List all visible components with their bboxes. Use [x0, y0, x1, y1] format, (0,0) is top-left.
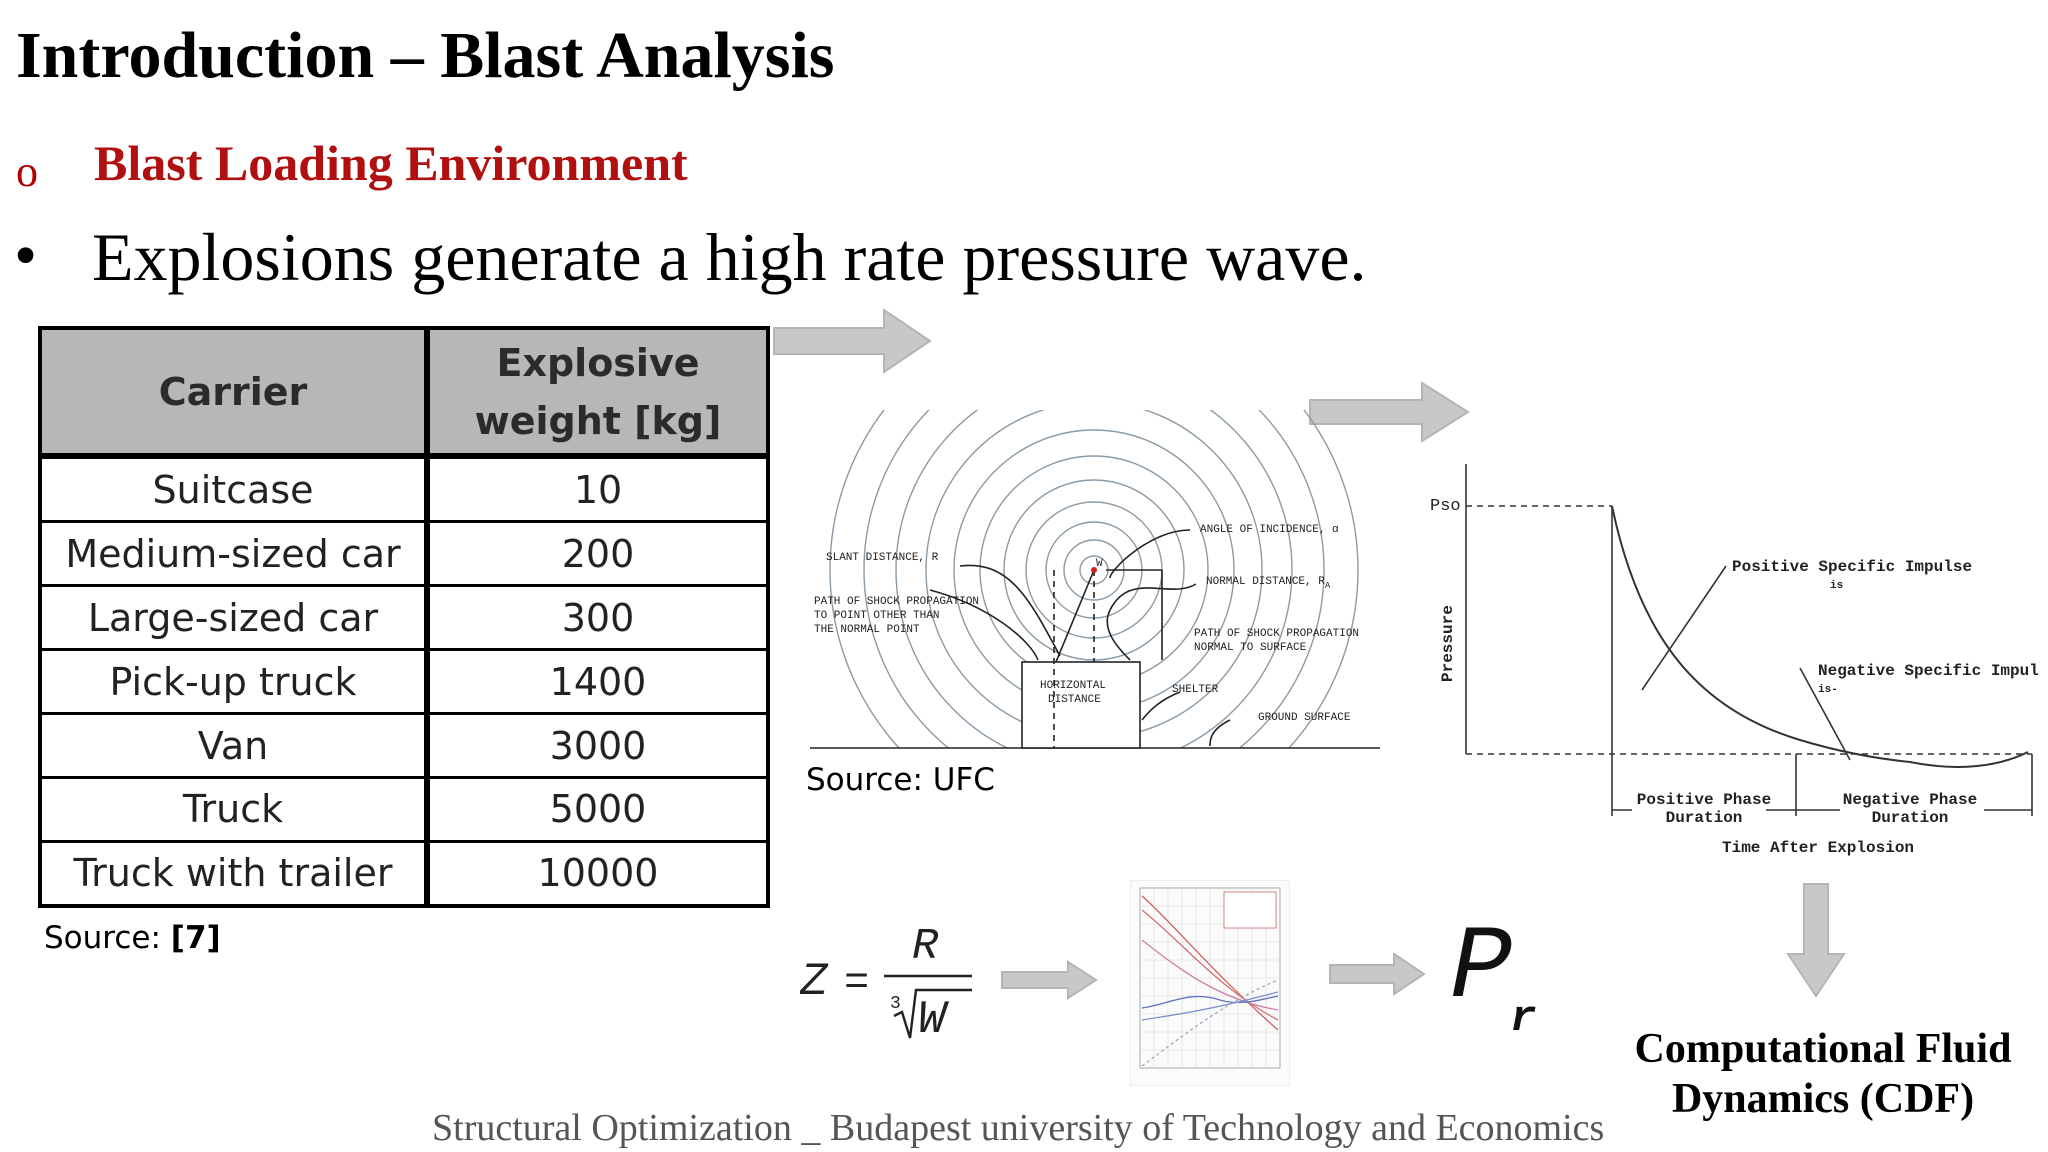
carrier-cell: Large-sized car [38, 584, 430, 652]
pressure-symbol-sub: r [1510, 994, 1536, 1040]
weight-cell: 10000 [425, 839, 770, 908]
weight-cell: 300 [425, 584, 770, 652]
diagram-label-path-other-2: TO POINT OTHER THAN [814, 610, 939, 622]
pressure-symbol-base: P [1450, 910, 1512, 1028]
table-source: Source: [7] [44, 920, 221, 956]
diagram-label-path-normal-1: PATH OF SHOCK PROPAGATION [1194, 628, 1359, 640]
weight-cell: 3000 [425, 712, 770, 779]
table-row: Truck with trailer 10000 [38, 839, 770, 908]
blast-wave-diagram: W SLANT DISTANCE, R PATH OF SHOCK PROPAG… [810, 410, 1380, 749]
slide-footer: Structural Optimization _ Budapest unive… [432, 1107, 1605, 1149]
carrier-cell: Medium-sized car [38, 520, 430, 588]
pressure-curve [1611, 505, 2029, 768]
header-weight-kg: weight [kg] [474, 398, 722, 443]
cfd-label-line-1: Computational Fluid [1634, 1026, 2012, 1072]
arrow-right-icon [1001, 960, 1098, 1000]
scaled-distance-chart-thumbnail [1130, 880, 1290, 1086]
diagram-label-w: W [1096, 558, 1103, 570]
carrier-cell: Truck [38, 775, 430, 843]
carrier-cell: Pick-up truck [38, 648, 430, 716]
weight-cell: 200 [425, 520, 770, 588]
carrier-cell: Van [38, 712, 430, 779]
table-row: Truck 5000 [38, 775, 770, 843]
table-source-prefix: Source: [44, 920, 171, 956]
formula-radicand: W [918, 994, 950, 1044]
diagram-label-path-other-1: PATH OF SHOCK PROPAGATION [814, 596, 979, 608]
positive-impulse-pointer [1641, 565, 1727, 691]
scaled-distance-formula: Z = R 3 W [800, 922, 972, 1044]
header-explosive-weight: Explosive weight [kg] [425, 326, 770, 459]
slide-subtitle: Blast Loading Environment [94, 135, 688, 191]
diagram-label-path-normal-2: NORMAL TO SURFACE [1194, 642, 1307, 654]
negative-impulse-label: Negative Specific Impulse [1818, 662, 2040, 680]
pressure-axis-label: Pressure [1439, 605, 1457, 682]
pso-label: Pso [1430, 497, 1461, 516]
reflected-pressure-symbol: P r [1450, 910, 1536, 1040]
positive-phase-label-1: Positive Phase [1637, 791, 1771, 809]
weight-cell: 1400 [425, 648, 770, 716]
weight-cell: 5000 [425, 775, 770, 843]
formula-root-index: 3 [890, 994, 901, 1014]
positive-impulse-label: Positive Specific Impulse [1732, 558, 1972, 576]
arrow-right-icon [773, 308, 932, 374]
diagram-label-angle: ANGLE OF INCIDENCE, α [1200, 524, 1339, 536]
diagram-label-ground: GROUND SURFACE [1258, 712, 1351, 724]
explosive-weight-table: Carrier Explosive weight [kg] Suitcase 10… [38, 326, 770, 908]
arrow-right-icon [1329, 952, 1426, 996]
carrier-cell: Truck with trailer [38, 839, 430, 908]
negative-phase-label-1: Negative Phase [1843, 791, 1977, 809]
diagram-label-normal-sub: A [1325, 581, 1331, 591]
formula-numerator: R [912, 922, 939, 972]
diagram-label-path-other-3: THE NORMAL POINT [814, 624, 920, 636]
weight-cell: 10 [425, 454, 770, 524]
formula-z: Z [800, 956, 829, 1008]
arrow-right-icon [1309, 381, 1470, 443]
cfd-label: Computational Fluid Dynamics (CDF) [1610, 1024, 2036, 1124]
diagram-source: Source: UFC [806, 762, 995, 798]
negative-phase-label-2: Duration [1872, 809, 1949, 827]
sub-bullet-marker: o [16, 147, 38, 196]
positive-phase-label-2: Duration [1666, 809, 1743, 827]
negative-impulse-pointer [1799, 667, 1851, 761]
positive-impulse-sub: is [1830, 580, 1843, 592]
table-row: Pick-up truck 1400 [38, 648, 770, 716]
arrow-down-icon [1786, 883, 1846, 998]
carrier-cell: Suitcase [38, 454, 430, 524]
cfd-label-line-2: Dynamics (CDF) [1671, 1076, 1975, 1122]
table-row: Large-sized car 300 [38, 584, 770, 652]
pressure-time-graph: Pso Pressure Positive Specific Impulse i… [1430, 464, 2040, 857]
table-header-row: Carrier Explosive weight [kg] [38, 326, 770, 459]
header-carrier: Carrier [38, 326, 430, 459]
diagram-label-normal-distance-text: NORMAL DISTANCE, R [1206, 576, 1325, 588]
table-row: Medium-sized car 200 [38, 520, 770, 588]
table-row: Suitcase 10 [38, 454, 770, 524]
root-sign [893, 988, 972, 1039]
main-bullet-marker: • [14, 219, 38, 292]
diagram-label-horizontal-2: DISTANCE [1048, 694, 1101, 706]
time-axis-label: Time After Explosion [1722, 839, 1914, 857]
main-bullet-text: Explosions generate a high rate pressure… [92, 219, 1367, 295]
diagram-label-slant: SLANT DISTANCE, R [826, 552, 939, 564]
diagram-label-horizontal-1: HORIZONTAL [1040, 680, 1106, 692]
formula-equals: = [844, 959, 869, 1007]
header-explosive: Explosive [496, 340, 700, 385]
diagram-label-shelter: SHELTER [1172, 684, 1219, 696]
table-source-ref: [7] [170, 920, 221, 956]
slide-title: Introduction – Blast Analysis [16, 19, 835, 92]
negative-impulse-sub: is- [1818, 684, 1838, 696]
explosion-point [1091, 567, 1097, 573]
diagram-label-normal-distance: NORMAL DISTANCE, RA [1206, 576, 1331, 591]
table-row: Van 3000 [38, 712, 770, 779]
